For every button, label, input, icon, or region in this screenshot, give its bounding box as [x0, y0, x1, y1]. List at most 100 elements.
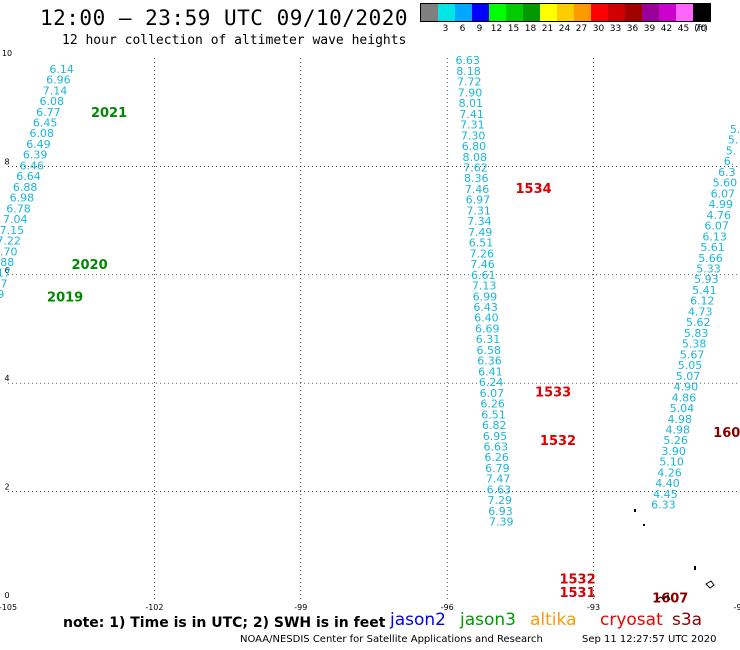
legend-label: 36	[626, 24, 639, 34]
wave-height-value: 6.14	[49, 63, 74, 76]
lat-tick-label: 2	[4, 483, 9, 492]
legend-label: 15	[507, 24, 520, 34]
wave-height-value: 7.17	[0, 267, 11, 280]
wave-height-value: 8.18	[456, 65, 481, 78]
legend-label: 9	[476, 24, 483, 34]
wave-height-value: 6.31	[476, 333, 501, 346]
wave-height-value: 5.93	[694, 273, 719, 286]
lat-tick-label: 6	[4, 266, 9, 275]
wave-height-value: 6.45	[33, 116, 58, 129]
pass-label: 1532	[559, 572, 595, 587]
credit-text: NOAA/NESDIS Center for Satellite Applica…	[240, 634, 543, 645]
legend-label: 33	[609, 24, 622, 34]
page-title: 12:00 – 23:59 UTC 09/10/2020	[40, 6, 409, 30]
wave-height-value: 8.01	[459, 97, 484, 110]
legend-swatch	[472, 4, 489, 21]
wave-height-value: 6.63	[484, 441, 509, 454]
wave-height-value: 5.	[726, 144, 737, 157]
legend-swatch	[421, 4, 438, 21]
satellite-altika: altika	[530, 610, 577, 630]
island-dot	[634, 509, 636, 512]
wave-height-value: 6.96	[46, 74, 71, 87]
wave-height-value: 5.10	[659, 456, 684, 469]
legend-label: 12	[490, 24, 503, 34]
pass-label: 1533	[535, 385, 571, 400]
satellite-jason3: jason3	[460, 610, 516, 630]
legend-label: 39	[643, 24, 656, 34]
wave-height-value: 7.49	[468, 226, 493, 239]
wave-height-value: 6.43	[473, 301, 498, 314]
legend-unit: (ft)	[694, 24, 708, 34]
wave-height-value: 5.33	[696, 263, 721, 276]
wave-height-value: 8.36	[464, 172, 489, 185]
pass-label: 2021	[91, 106, 127, 121]
wave-height-value: 7.30	[461, 129, 486, 142]
wave-height-value: 7.47	[486, 473, 511, 486]
wave-height-value: 7.04	[3, 213, 28, 226]
wave-height-value: 7.39	[489, 516, 514, 529]
island-outline	[705, 580, 715, 589]
legend-swatch	[540, 4, 557, 21]
wave-height-value: 5.05	[678, 359, 703, 372]
legend-label: 6	[459, 24, 466, 34]
lon-tick-label: -105	[0, 603, 17, 612]
wave-height-value: 7.72	[457, 76, 482, 89]
legend-label: 24	[558, 24, 571, 34]
lon-tick-label: -90	[733, 603, 740, 612]
wave-height-value: 6.61	[471, 269, 496, 282]
wave-height-value: 3.90	[661, 445, 686, 458]
wave-height-value: 6.39	[23, 149, 48, 162]
wave-height-value: 6.99	[0, 288, 4, 301]
pass-label: 2020	[71, 258, 107, 273]
satellite-s3a: s3a	[672, 610, 703, 630]
pass-label: 2019	[47, 290, 83, 305]
legend-label: 30	[592, 24, 605, 34]
wave-height-value: 6.3	[718, 166, 736, 179]
wave-height-value: 7.15	[0, 224, 24, 237]
wave-height-value: 6.40	[474, 312, 499, 325]
footer: note: 1) Time is in UTC; 2) SWH is in fe…	[0, 610, 740, 650]
legend-swatch	[625, 4, 642, 21]
wave-height-value: 6.63	[487, 483, 512, 496]
pass-label: 1607	[652, 591, 688, 606]
legend-swatch	[506, 4, 523, 21]
wave-height-value: 7.46	[465, 183, 490, 196]
wave-height-value: 4.90	[674, 381, 699, 394]
legend-swatch	[523, 4, 540, 21]
wave-height-value: 5.07	[676, 370, 701, 383]
wave-height-value: 4.98	[668, 413, 693, 426]
wave-height-value: 7.07	[0, 277, 8, 290]
pass-label: 1534	[516, 182, 552, 197]
wave-height-value: 6.51	[469, 237, 494, 250]
wave-height-value: 6.78	[6, 202, 31, 215]
legend-swatch	[438, 4, 455, 21]
generated-timestamp: Sep 11 12:27:57 UTC 2020	[582, 634, 717, 645]
wave-height-value: 5.38	[682, 338, 707, 351]
wave-height-value: 6.08	[30, 127, 55, 140]
wave-height-value: 6.	[724, 155, 735, 168]
legend-swatch	[642, 4, 659, 21]
legend-label: 70	[694, 24, 707, 34]
wave-height-value: 7.41	[459, 108, 484, 121]
lat-tick-label: 4	[4, 374, 9, 383]
wave-height-value: 7.13	[472, 280, 497, 293]
wave-height-value: 4.40	[655, 477, 680, 490]
wave-height-value: 7.34	[467, 215, 492, 228]
legend-label: 27	[575, 24, 588, 34]
lon-tick-label: -99	[294, 603, 307, 612]
lon-tick-label: -96	[441, 603, 454, 612]
wave-height-value: 6.80	[462, 140, 487, 153]
footer-note: note: 1) Time is in UTC; 2) SWH is in fe…	[63, 615, 386, 631]
legend-swatch	[676, 4, 693, 21]
wave-height-value: 6.95	[483, 430, 508, 443]
island-dot	[694, 566, 696, 570]
wave-height-value: 4.99	[709, 198, 734, 211]
legend-label: 42	[660, 24, 673, 34]
wave-height-value: 4.73	[688, 305, 713, 318]
island-dot	[643, 524, 645, 526]
pass-label: 1531	[559, 586, 595, 601]
legend-label: 45	[677, 24, 690, 34]
legend-label: 21	[541, 24, 554, 34]
lat-tick-label: 8	[4, 157, 9, 166]
